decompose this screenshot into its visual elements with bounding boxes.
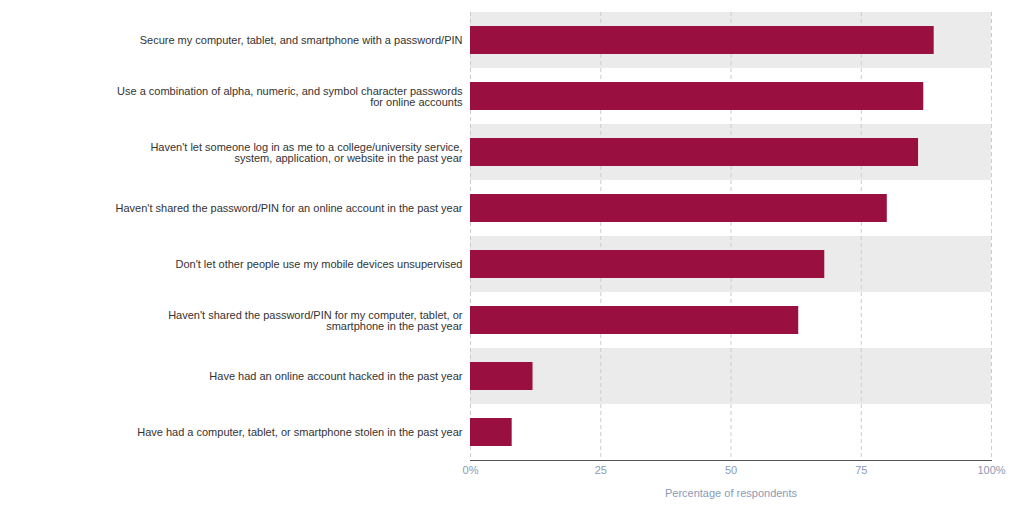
svg-text:Don't let other people use my: Don't let other people use my mobile dev… — [175, 258, 462, 270]
svg-text:25: 25 — [595, 464, 607, 476]
svg-text:Haven't shared the password/PI: Haven't shared the password/PIN for my c… — [168, 309, 463, 332]
svg-text:Secure my computer, tablet, an: Secure my computer, tablet, and smartpho… — [140, 34, 463, 46]
svg-text:100%: 100% — [977, 464, 1005, 476]
svg-text:Percentage of respondents: Percentage of respondents — [665, 487, 798, 499]
svg-text:75: 75 — [855, 464, 867, 476]
svg-text:Have had an online account hac: Have had an online account hacked in the… — [209, 370, 463, 382]
svg-text:Haven't shared the password/PI: Haven't shared the password/PIN for an o… — [116, 202, 463, 214]
svg-text:Haven't let someone log in as: Haven't let someone log in as me to a co… — [150, 141, 462, 164]
svg-text:50: 50 — [725, 464, 737, 476]
svg-text:0%: 0% — [463, 464, 479, 476]
svg-text:Use a combination of alpha, nu: Use a combination of alpha, numeric, and… — [117, 85, 463, 108]
svg-text:Have had a computer, tablet, o: Have had a computer, tablet, or smartpho… — [137, 426, 463, 438]
